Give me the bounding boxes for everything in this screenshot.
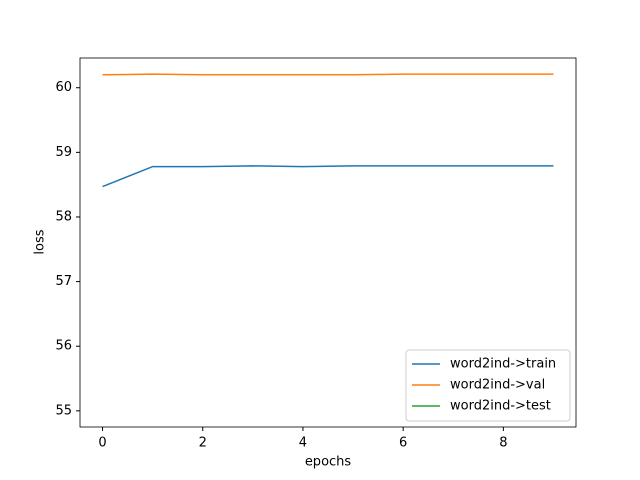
axes-frame xyxy=(79,57,577,428)
legend-label: word2ind->val xyxy=(450,378,545,393)
y-tick-label: 56 xyxy=(55,339,72,354)
y-axis-label: loss xyxy=(33,229,48,254)
series-line xyxy=(102,165,554,188)
y-tick-label: 60 xyxy=(55,80,72,95)
x-tick-label: 0 xyxy=(98,436,106,451)
y-tick-label: 59 xyxy=(55,145,72,160)
legend-label: word2ind->test xyxy=(450,399,551,414)
x-tick-label: 2 xyxy=(199,436,207,451)
y-tick-label: 55 xyxy=(55,403,72,418)
series-line xyxy=(102,73,554,76)
x-tick-label: 4 xyxy=(299,436,307,451)
legend-label: word2ind->train xyxy=(450,357,556,372)
y-tick-label: 58 xyxy=(55,209,72,224)
legend-box xyxy=(405,349,571,422)
x-axis-label: epochs xyxy=(305,455,352,470)
x-tick-label: 8 xyxy=(499,436,507,451)
y-tick-label: 57 xyxy=(55,274,72,289)
x-tick-label: 6 xyxy=(399,436,407,451)
